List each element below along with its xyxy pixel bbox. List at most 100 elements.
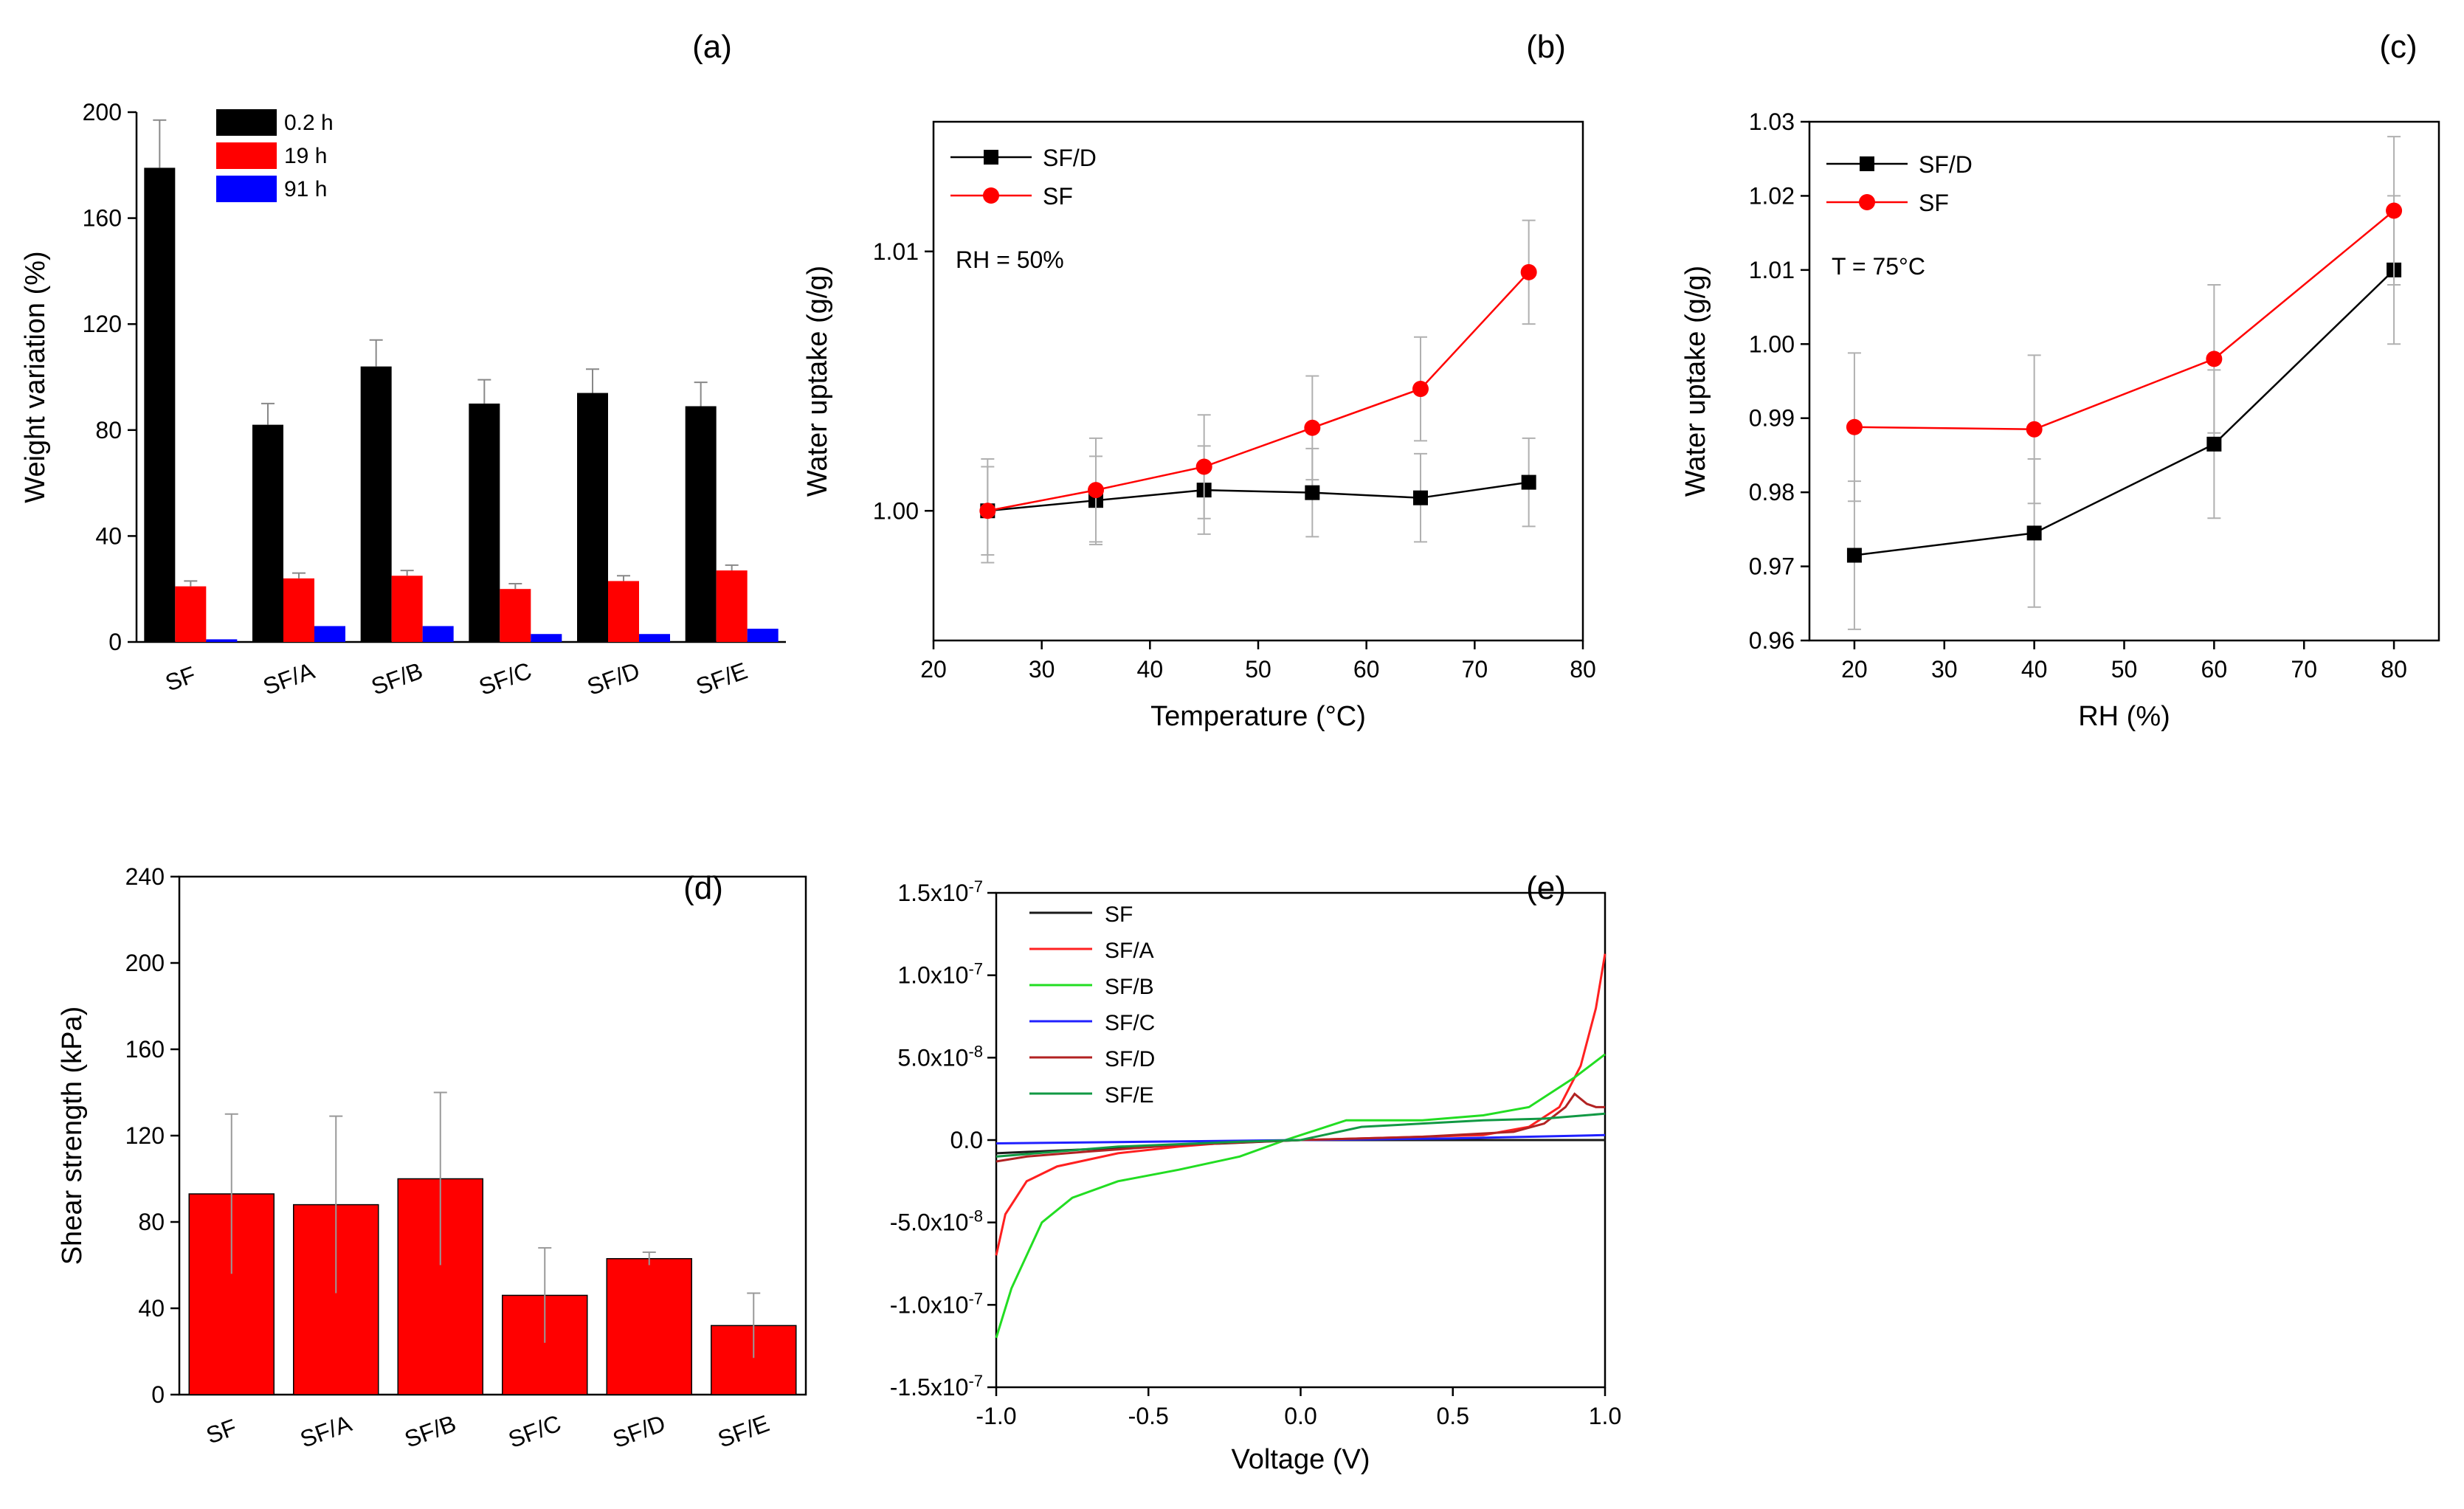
series-line <box>995 1112 1606 1158</box>
y-tick-label: 160 <box>125 1036 165 1063</box>
bar <box>175 586 207 642</box>
data-point <box>2206 436 2222 452</box>
data-point <box>1195 458 1212 475</box>
legend-swatch <box>216 176 277 202</box>
bar <box>360 366 392 642</box>
bar <box>577 393 608 642</box>
data-point <box>1088 482 1104 499</box>
x-axis-label: Temperature (°C) <box>1150 701 1366 732</box>
panel-label: (d) <box>683 870 723 906</box>
data-point <box>1846 418 1863 435</box>
x-tick-label: SF/B <box>367 657 426 700</box>
x-tick-label: 0.0 <box>1284 1403 1316 1429</box>
y-tick-label: 1.01 <box>1749 257 1795 283</box>
y-tick-label: 1.00 <box>1749 331 1795 357</box>
legend-label: 19 h <box>284 144 327 168</box>
data-point <box>1846 548 1862 563</box>
legend-label: SF/A <box>1105 939 1154 963</box>
y-tick-label: 200 <box>125 950 165 976</box>
x-tick-label: SF/B <box>401 1410 459 1453</box>
series-line <box>995 953 1607 1256</box>
legend-label: SF/E <box>1105 1083 1154 1108</box>
series-line <box>987 272 1530 512</box>
y-tick-label: -1.5x10-7 <box>890 1372 983 1401</box>
x-tick-label: 1.0 <box>1589 1403 1621 1429</box>
x-tick-label: 30 <box>1931 656 1958 683</box>
y-tick-label: 0.99 <box>1749 405 1795 432</box>
x-tick-label: SF/D <box>584 657 643 700</box>
x-tick-label: SF <box>203 1414 241 1449</box>
data-point <box>2206 351 2223 367</box>
y-tick-label: 80 <box>95 417 122 443</box>
x-axis-label: Voltage (V) <box>1232 1444 1370 1475</box>
x-tick-label: 80 <box>1570 656 1596 683</box>
data-point <box>1305 485 1320 500</box>
y-tick-label: 80 <box>138 1209 165 1235</box>
legend-label: 0.2 h <box>284 111 334 135</box>
x-tick-label: SF/C <box>475 657 535 700</box>
x-tick-label: 70 <box>2291 656 2317 683</box>
data-point <box>979 503 996 519</box>
data-point <box>1412 381 1429 398</box>
x-tick-label: 40 <box>2021 656 2048 683</box>
panel-label: (c) <box>2379 29 2417 65</box>
x-tick-label: SF/C <box>505 1409 565 1453</box>
legend-marker <box>984 150 998 165</box>
y-tick-label: 0.96 <box>1749 627 1795 654</box>
bar <box>606 1257 692 1395</box>
bar <box>639 634 670 642</box>
x-tick-label: -1.0 <box>976 1403 1016 1429</box>
panel-b: (b) 20 30 40 50 60 70 80 1.00 1.01 Temperature (°C… <box>802 29 1596 732</box>
x-tick-label: 0.5 <box>1437 1403 1469 1429</box>
y-axis-label: Water uptake (g/g) <box>802 266 833 497</box>
x-tick-label: 70 <box>1462 656 1488 683</box>
bar <box>608 581 639 642</box>
legend-label: SF <box>1105 902 1133 927</box>
x-tick-label: 80 <box>2381 656 2407 683</box>
legend-label: SF/D <box>1043 145 1097 171</box>
data-point <box>2386 202 2403 219</box>
data-point <box>1520 263 1537 280</box>
legend-marker <box>1860 156 1874 171</box>
series-line <box>995 1053 1606 1339</box>
x-tick-label: SF/E <box>714 1410 773 1453</box>
x-tick-label: 60 <box>1353 656 1380 683</box>
bar <box>685 406 717 642</box>
legend-label: SF/B <box>1105 975 1154 999</box>
x-tick-label: SF/D <box>610 1409 669 1453</box>
x-tick-label: SF/A <box>260 657 319 700</box>
y-tick-label: 160 <box>83 205 122 232</box>
annotation: T = 75°C <box>1832 253 1925 280</box>
x-tick-label: SF <box>162 661 199 697</box>
series-line <box>995 1092 1605 1163</box>
x-tick-label: 50 <box>2111 656 2138 683</box>
y-tick-label: -1.0x10-7 <box>890 1289 983 1318</box>
data-point <box>1413 490 1428 505</box>
y-tick-label: 120 <box>125 1122 165 1149</box>
legend-label: SF/C <box>1105 1011 1155 1035</box>
bar <box>252 424 283 642</box>
bar <box>422 626 454 642</box>
panel-label: (a) <box>692 29 732 65</box>
y-axis-label: Weight variation (%) <box>20 251 51 503</box>
data-point <box>1521 474 1536 490</box>
y-tick-label: 120 <box>83 311 122 337</box>
series-line <box>987 481 1529 512</box>
panel-label: (b) <box>1526 29 1566 65</box>
data-point <box>1304 419 1321 436</box>
bar <box>469 403 500 642</box>
series-line <box>1854 210 2395 431</box>
bar <box>144 168 176 642</box>
annotation: RH = 50% <box>956 246 1064 273</box>
panel-a: (a) 0 40 80 120 160 200 SF SF/A SF/B SF/C SF/D SF/E W… <box>20 29 786 700</box>
y-tick-label: 1.5x10-7 <box>897 877 983 906</box>
y-axis-label: Shear strength (kPa) <box>57 1006 88 1265</box>
x-tick-label: SF/E <box>692 657 750 700</box>
legend-label: 91 h <box>284 177 327 201</box>
x-tick-label: 20 <box>920 656 947 683</box>
legend-label: SF/D <box>1919 151 1973 178</box>
y-tick-label: 0 <box>108 629 122 655</box>
legend-label: SF/D <box>1105 1047 1155 1071</box>
y-tick-label: 1.02 <box>1749 182 1795 209</box>
